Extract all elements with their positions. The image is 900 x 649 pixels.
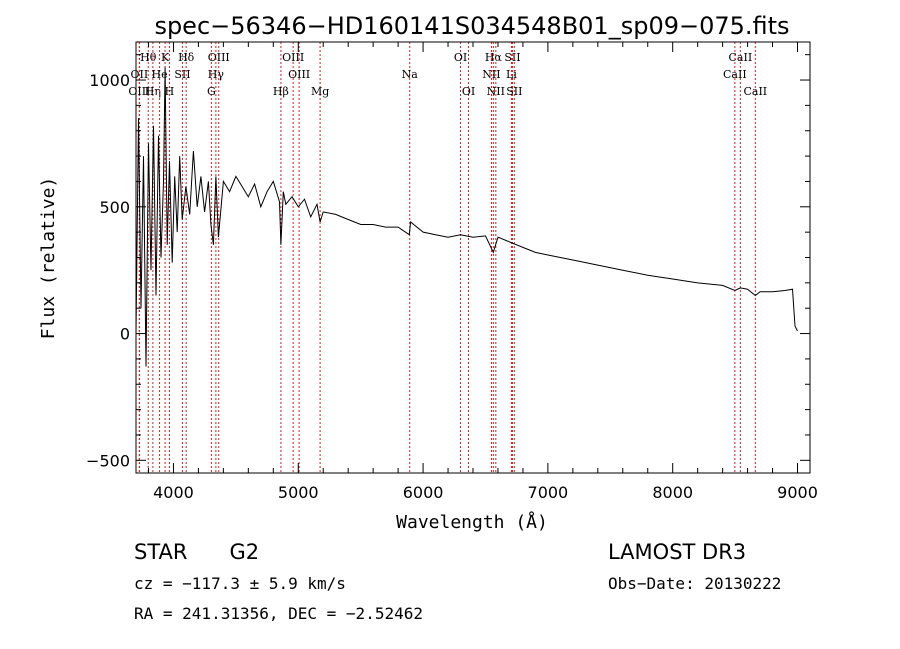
x-axis-label: Wavelength (Å) <box>396 511 548 533</box>
line-label-9: OIII <box>208 51 230 64</box>
y-axis-ticks: −500 0 500 1000 <box>86 54 810 470</box>
line-label-2: OIII <box>128 85 150 98</box>
x-tick-label-4: 8000 <box>652 483 693 502</box>
line-label-19: Hα <box>485 51 503 64</box>
line-label-22: SII <box>504 51 520 64</box>
line-label-4: K <box>161 51 170 64</box>
x-tick-label-2: 6000 <box>403 483 444 502</box>
redshift-text: cz = −117.3 ± 5.9 km/s <box>134 574 346 593</box>
line-label-3: Hη <box>145 85 161 98</box>
line-label-20: NII <box>482 68 500 81</box>
x-tick-label-3: 7000 <box>528 483 569 502</box>
line-label-21: NII <box>487 85 505 98</box>
line-label-13: OIII <box>282 51 304 64</box>
line-label-12: Hβ <box>273 85 289 98</box>
line-label-0: Hθ <box>140 51 157 64</box>
x-tick-label-1: 5000 <box>278 483 319 502</box>
y-tick-label-1: 0 <box>120 325 130 344</box>
obs-date-text: Obs−Date: 20130222 <box>608 574 782 593</box>
line-label-18: OI <box>462 85 475 98</box>
plot-frame <box>135 41 811 474</box>
object-class: STAR G2 <box>134 540 259 564</box>
spectrum-series <box>135 67 798 367</box>
subclass-label: G2 <box>229 540 260 564</box>
survey-label: LAMOST DR3 <box>608 540 747 564</box>
line-label-7: Hδ <box>178 51 195 64</box>
y-tick-label-0: −500 <box>86 451 130 470</box>
y-tick-label-2: 500 <box>99 198 130 217</box>
line-label-14: OIII <box>288 68 310 81</box>
line-label-8: SII <box>174 68 190 81</box>
x-tick-label-5: 9000 <box>777 483 818 502</box>
series-line-0 <box>135 67 798 367</box>
class-label: STAR <box>134 540 188 564</box>
line-label-26: CaII <box>723 68 747 81</box>
y-tick-label-3: 1000 <box>89 71 130 90</box>
line-label-10: Hγ <box>208 68 225 81</box>
line-label-6: H <box>165 85 175 98</box>
line-label-15: Mg <box>311 85 329 98</box>
coordinates-text: RA = 241.31356, DEC = −2.52462 <box>134 604 423 623</box>
line-label-11: G <box>207 85 216 98</box>
line-label-5: He <box>152 68 168 81</box>
line-label-23: Li <box>506 68 517 81</box>
line-label-25: CaII <box>729 51 753 64</box>
y-axis-label: Flux (relative) <box>38 177 59 340</box>
line-label-16: Na <box>402 68 419 81</box>
line-label-17: OI <box>454 51 467 64</box>
x-tick-label-0: 4000 <box>153 483 194 502</box>
chart-title: spec−56346−HD160141S034548B01_sp09−075.f… <box>154 12 789 40</box>
line-label-27: CaII <box>743 85 767 98</box>
x-axis-ticks: 4000 5000 6000 7000 8000 9000 <box>147 42 818 502</box>
line-label-24: SII <box>506 85 522 98</box>
